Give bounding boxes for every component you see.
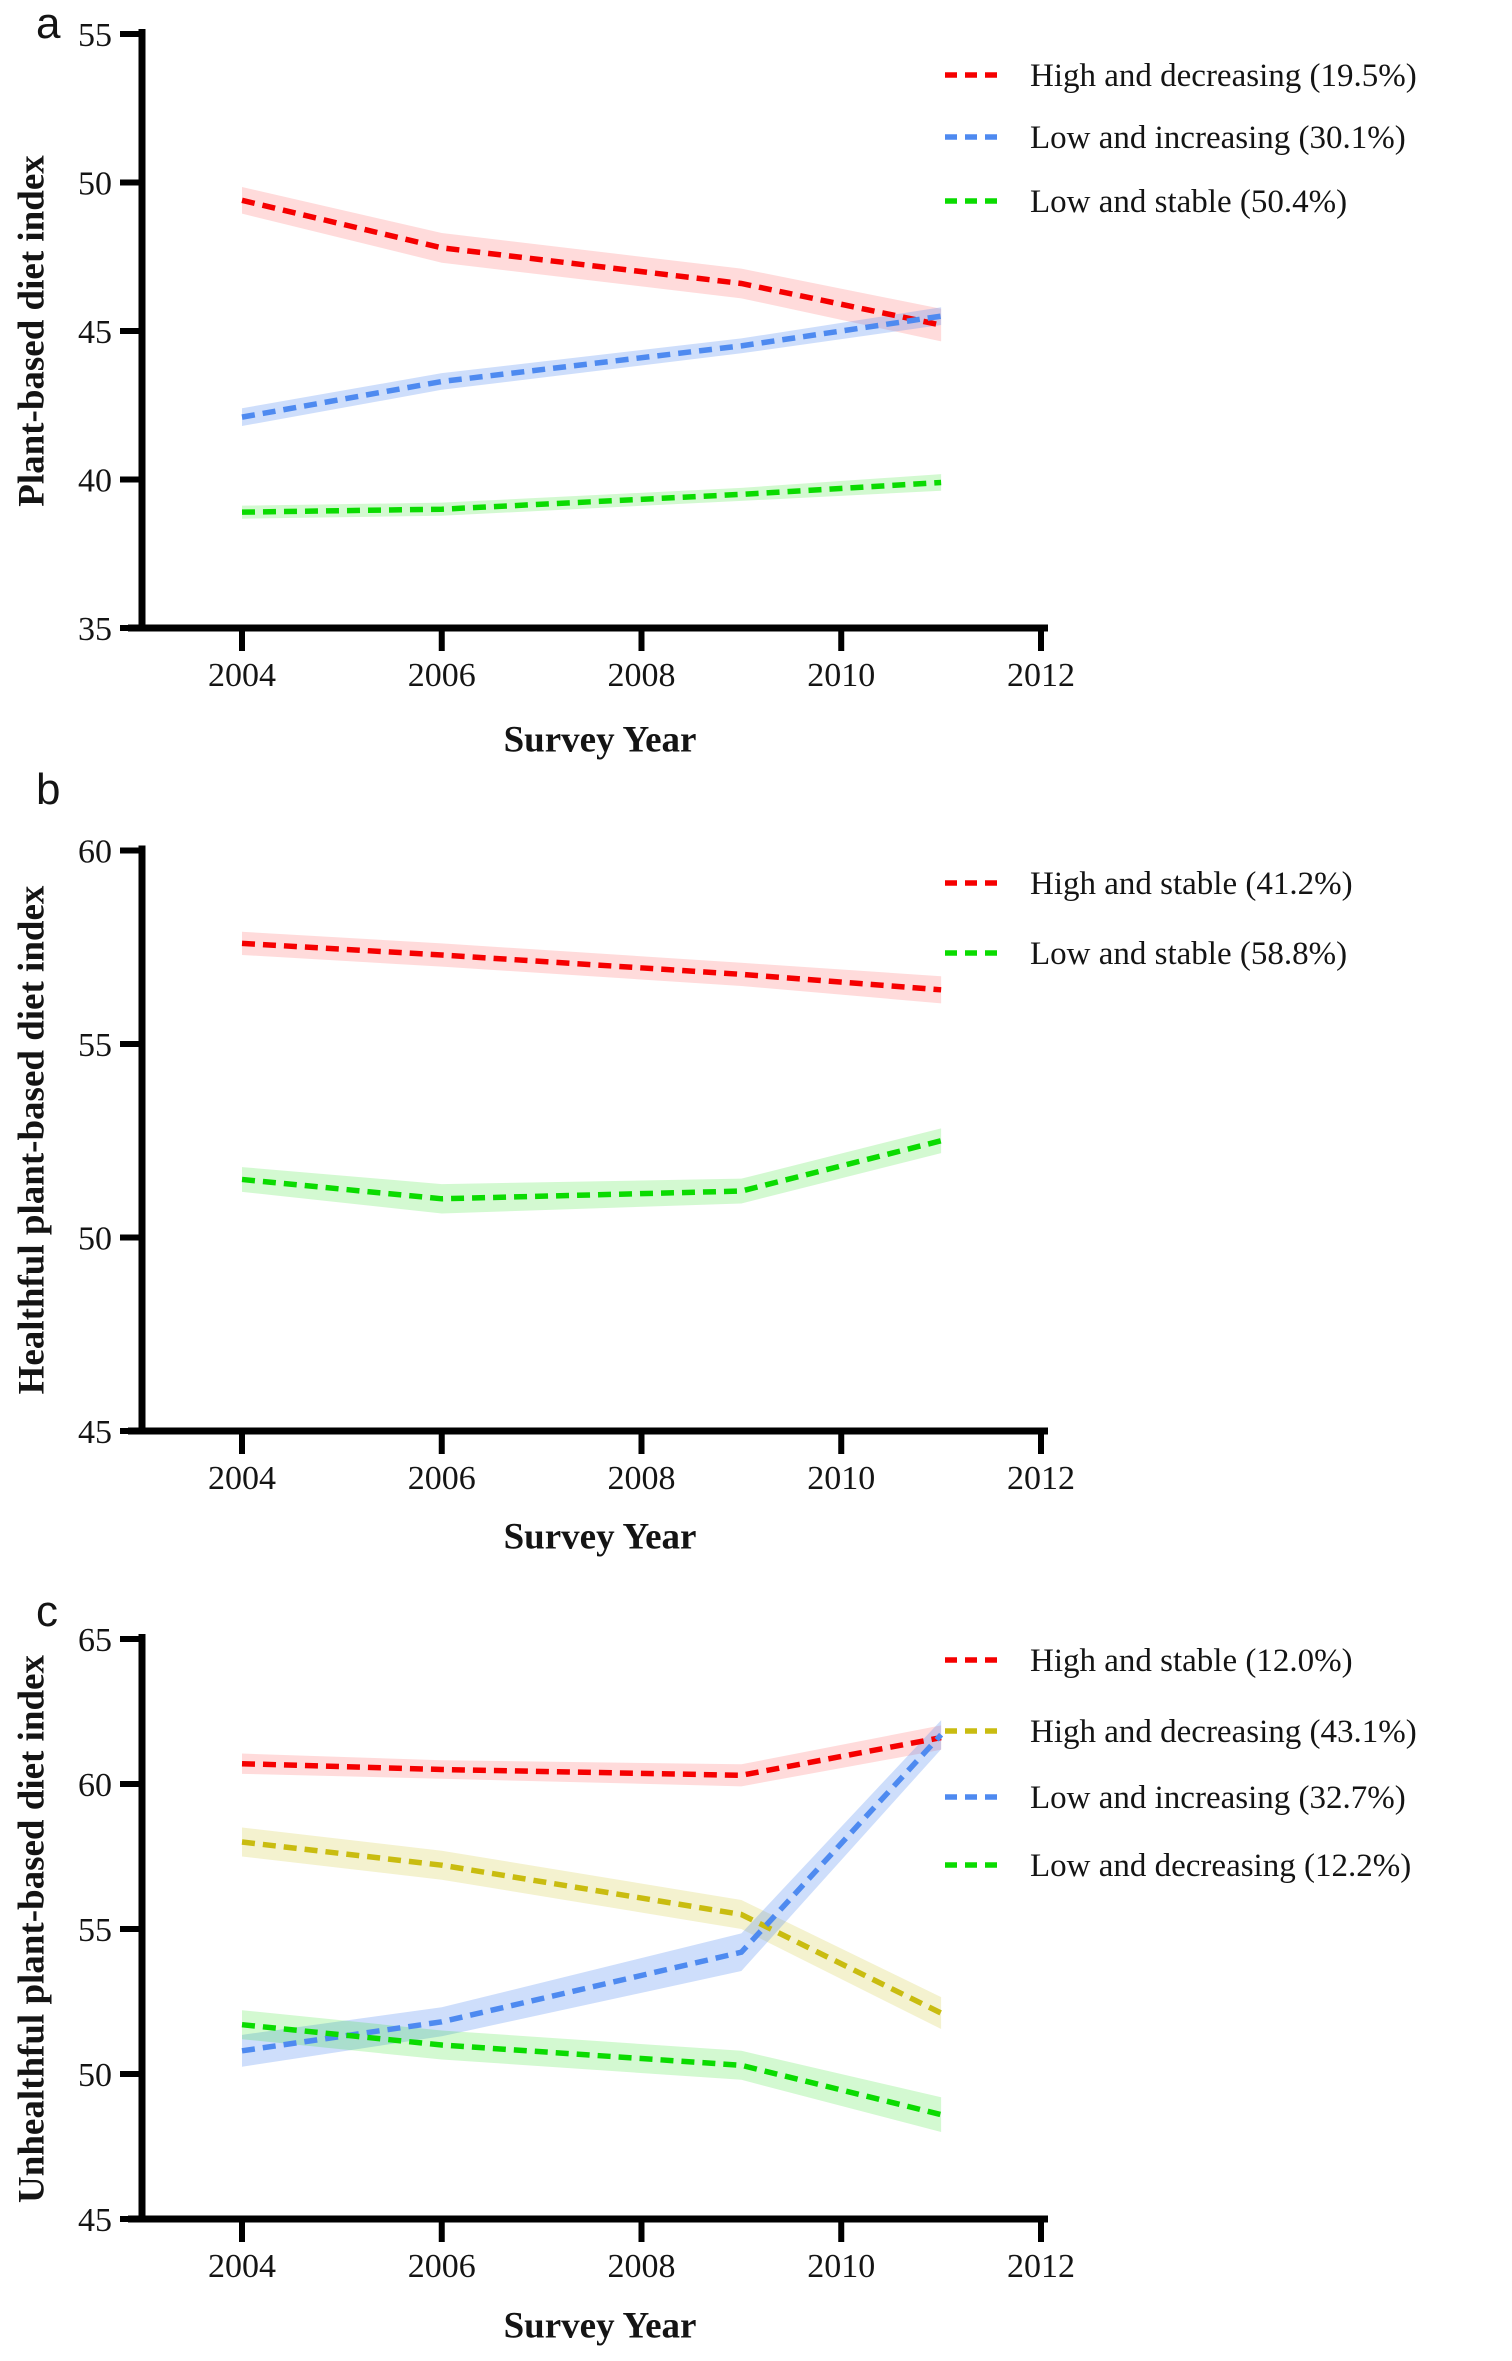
- panel-a-legend-item-2: Low and stable (50.4%): [945, 184, 1347, 220]
- panel-b-x-tick-label: 2008: [608, 1460, 676, 1497]
- panel-c-letter: c: [36, 1587, 58, 1636]
- panel-a-x-tick-label: 2010: [807, 657, 875, 694]
- panel-b-x-tick-label: 2012: [1007, 1460, 1075, 1497]
- panel-a-legend-item-1: Low and increasing (30.1%): [945, 120, 1406, 156]
- panel-c-legend-item-3: Low and decreasing (12.2%): [945, 1848, 1411, 1884]
- panel-a-series-0-ci-band: [242, 186, 942, 342]
- panel-c-y-tick-label: 50: [78, 2057, 112, 2094]
- panel-b-y-tick-label: 45: [78, 1414, 112, 1451]
- panel-a-y-tick-label: 50: [78, 166, 112, 203]
- panel-a-y-tick-label: 40: [78, 463, 112, 500]
- panel-a-x-tick-label: 2004: [208, 657, 276, 694]
- panel-b-series-0-line: [241, 940, 942, 993]
- panel-c-y-tick-label: 60: [78, 1767, 112, 1804]
- panel-c-y-tick-label: 45: [78, 2202, 112, 2239]
- panel-b-legend-label-0: High and stable (41.2%): [1030, 866, 1353, 902]
- panel-b-y-tick-label: 50: [78, 1221, 112, 1258]
- panel-c-legend-item-1: High and decreasing (43.1%): [945, 1714, 1417, 1750]
- panel-a-y-tick-label: 45: [78, 314, 112, 351]
- panel-c-legend-label-0: High and stable (12.0%): [1030, 1643, 1353, 1679]
- panel-b-y-tick-label: 55: [78, 1027, 112, 1064]
- panel-b-chart: 45 50 55 60 2004 2006 2008 2010 2012 High and sta…: [78, 834, 1353, 1498]
- panel-a-x-tick-label: 2012: [1007, 657, 1075, 694]
- panel-c-legend-label-3: Low and decreasing (12.2%): [1030, 1848, 1411, 1884]
- panel-c-legend-label-1: High and decreasing (43.1%): [1030, 1714, 1417, 1750]
- panel-c-x-axis-title: Survey Year: [503, 2305, 697, 2347]
- panel-b-y-tick-label: 60: [78, 834, 112, 871]
- panel-c-legend-item-2: Low and increasing (32.7%): [945, 1780, 1406, 1816]
- panel-c-legend-label-2: Low and increasing (32.7%): [1030, 1780, 1406, 1816]
- panel-a-series-0-line: [241, 197, 942, 328]
- panel-c-legend-item-0: High and stable (12.0%): [945, 1643, 1353, 1679]
- panel-c-x-tick-label: 2012: [1007, 2248, 1075, 2285]
- panel-a-chart: 35 40 45 50 55 2004 2006 2008 2010 2012 High and d…: [78, 17, 1417, 694]
- panel-a-legend-item-0: High and decreasing (19.5%): [945, 58, 1417, 94]
- panel-a-letter: a: [36, 0, 61, 48]
- panel-c-y-tick-label: 65: [78, 1622, 112, 1659]
- panel-a-x-tick-label: 2008: [608, 657, 676, 694]
- panel-b-legend-item-1: Low and stable (58.8%): [945, 936, 1347, 972]
- panel-b-legend-label-1: Low and stable (58.8%): [1030, 936, 1347, 972]
- panel-b-legend-item-0: High and stable (41.2%): [945, 866, 1353, 902]
- panel-b-letter: b: [36, 765, 61, 814]
- panel-a-y-tick-label: 35: [78, 611, 112, 648]
- panel-c-series-2-line: [241, 1732, 944, 2054]
- panel-a-legend-label-0: High and decreasing (19.5%): [1030, 58, 1417, 94]
- panel-a-legend-label-1: Low and increasing (30.1%): [1030, 120, 1406, 156]
- panel-a-legend-label-2: Low and stable (50.4%): [1030, 184, 1347, 220]
- panel-c-x-tick-label: 2010: [807, 2248, 875, 2285]
- panel-c-chart: 45 50 55 60 65 2004 2006 2008 2010 2012 High and s…: [78, 1622, 1417, 2285]
- panel-a-series-2-ci-band: [242, 474, 942, 519]
- panel-c-x-tick-label: 2004: [208, 2248, 276, 2285]
- panel-a-series-1-ci-band: [242, 307, 942, 427]
- panel-c-x-tick-label: 2006: [408, 2248, 476, 2285]
- panel-b-series-0-ci-band: [242, 931, 942, 1004]
- panel-a-x-tick-label: 2006: [408, 657, 476, 694]
- panel-b-x-tick-label: 2006: [408, 1460, 476, 1497]
- panel-b-x-tick-label: 2004: [208, 1460, 276, 1497]
- panel-b-x-tick-label: 2010: [807, 1460, 875, 1497]
- panel-c-series-1-line: [241, 1839, 943, 2016]
- panel-c-y-tick-label: 55: [78, 1912, 112, 1949]
- panel-b-x-axis-title: Survey Year: [503, 1516, 697, 1558]
- panel-a-series-2-line: [241, 479, 942, 515]
- panel-a-y-tick-label: 55: [78, 17, 112, 54]
- panel-a-x-axis-title: Survey Year: [503, 719, 697, 761]
- panel-c-series-3-ci-band: [242, 2010, 942, 2132]
- panel-b-series-1-ci-band: [242, 1128, 942, 1214]
- panel-c-x-tick-label: 2008: [608, 2248, 676, 2285]
